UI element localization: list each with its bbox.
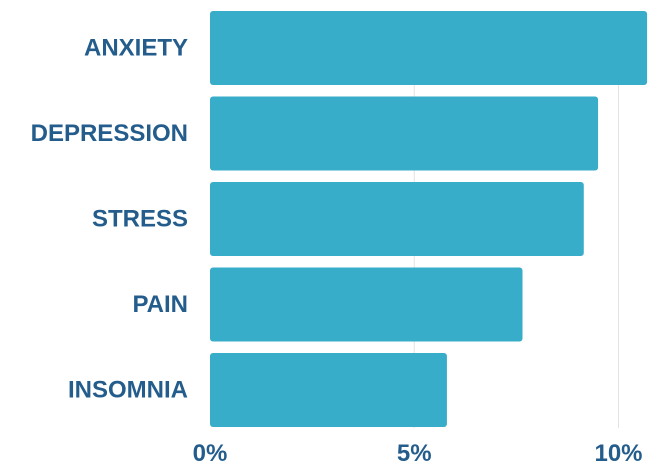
x-tick-label: 0%: [193, 440, 228, 467]
bar-stress: [210, 182, 584, 256]
bar-depression: [210, 96, 599, 171]
x-axis-tick-labels: 0% 5% 10%: [193, 440, 643, 467]
category-label-pain: PAIN: [132, 291, 188, 318]
x-tick-label: 10%: [594, 440, 642, 467]
category-labels: ANXIETY DEPRESSION STRESS PAIN INSOMNIA: [31, 35, 188, 404]
bar-anxiety: [210, 11, 648, 85]
bars-layer: [210, 11, 648, 427]
category-label-stress: STRESS: [92, 206, 188, 233]
bar-pain: [210, 267, 523, 342]
bar-insomnia: [210, 353, 447, 427]
category-label-anxiety: ANXIETY: [84, 35, 188, 62]
category-label-depression: DEPRESSION: [31, 120, 188, 147]
category-label-insomnia: INSOMNIA: [68, 377, 188, 404]
x-tick-label: 5%: [397, 440, 432, 467]
